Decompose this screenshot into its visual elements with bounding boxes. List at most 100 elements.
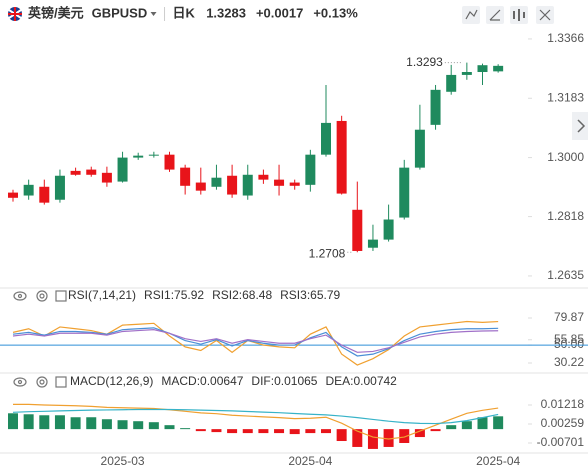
candle-body <box>86 169 97 175</box>
macd-bar <box>274 429 285 434</box>
candle-body <box>39 186 50 203</box>
macd-bar <box>399 429 410 443</box>
macd-bar <box>70 417 81 430</box>
candle-body <box>180 167 191 186</box>
price: 1.3283 <box>206 5 246 20</box>
candle-body <box>227 175 238 195</box>
y-tick-label: 1.3000 <box>547 150 584 164</box>
macd-bar <box>227 429 238 434</box>
candle-body <box>8 192 18 198</box>
macd-bar <box>321 429 331 434</box>
candle-body <box>461 72 472 75</box>
legend-label: MACD:0.00647 <box>161 374 243 388</box>
candle-body <box>54 175 65 200</box>
macd-bar <box>430 429 441 432</box>
candle-body <box>289 182 300 186</box>
macd-bar <box>195 429 206 432</box>
macd-bar <box>54 415 65 430</box>
y-tick-label: 1.3366 <box>547 31 584 45</box>
candle-body <box>399 167 410 218</box>
candle-body <box>321 122 331 155</box>
candle-body <box>493 65 504 72</box>
legend-label: DIF:0.01065 <box>251 374 317 388</box>
candle-body <box>211 177 222 187</box>
symbol: GBPUSD <box>92 5 148 20</box>
pair-name: 英镑/美元 <box>27 5 84 20</box>
macd-bar <box>39 415 50 430</box>
macd-bar <box>164 425 175 430</box>
rsi-line <box>12 320 499 366</box>
macd-bar <box>180 428 191 430</box>
candle-body <box>414 129 425 168</box>
candle-body <box>148 154 159 156</box>
macd-bar <box>477 417 488 430</box>
candle-body <box>70 170 81 175</box>
macd-bar <box>101 419 112 430</box>
macd-bar <box>446 425 457 430</box>
macd-bar <box>383 429 394 447</box>
rsi-line <box>12 327 499 357</box>
candle-body <box>430 89 441 125</box>
candle-body <box>446 74 457 92</box>
candle-body <box>367 239 378 248</box>
dropdown-caret[interactable] <box>150 12 157 16</box>
candle-body <box>305 154 316 185</box>
candle-body <box>477 65 488 73</box>
macd-bar <box>148 422 159 430</box>
macd-line <box>13 403 499 440</box>
macd-bar <box>86 417 97 430</box>
high-label: 1.3293 <box>406 55 443 69</box>
side-arrow[interactable] <box>572 112 588 140</box>
legend-label: RSI1:75.92 <box>144 288 204 302</box>
y-tick-label: 0.00259 <box>541 416 585 430</box>
candle-body <box>117 157 128 182</box>
change: +0.0017 <box>256 5 303 20</box>
macd-bar <box>258 429 269 434</box>
y-tick-label: 0.01218 <box>541 397 585 411</box>
legend-label: RSI2:68.48 <box>212 288 272 302</box>
candle-body <box>383 219 394 240</box>
y-tick-label: 1.3183 <box>547 90 584 104</box>
candle-body <box>242 174 253 196</box>
candle-body <box>274 179 285 186</box>
macd-bar <box>8 413 18 430</box>
indicator-title: RSI(7,14,21) <box>68 288 136 302</box>
candle-body <box>23 184 34 196</box>
period: 日K <box>173 5 196 20</box>
macd-bar <box>117 420 128 430</box>
macd-bar <box>133 421 144 430</box>
y-tick-label: 1.2635 <box>547 268 584 282</box>
low-label: 1.2708 <box>309 246 346 260</box>
macd-bar <box>242 429 253 434</box>
candle-body <box>352 209 363 251</box>
y-tick-label: 50.00 <box>554 337 584 351</box>
flag-icon <box>8 7 22 21</box>
macd-bar <box>461 421 472 430</box>
macd-bar <box>211 429 222 433</box>
indicator-icons[interactable] <box>13 290 67 388</box>
macd-bar <box>493 416 504 430</box>
y-tick-label: -0.00701 <box>537 435 585 449</box>
macd-bar <box>367 429 378 449</box>
candle-body <box>258 174 269 180</box>
macd-line <box>12 408 499 425</box>
toolbar-icons[interactable] <box>462 6 554 24</box>
macd-bar <box>336 429 347 442</box>
x-tick-label: 2025-04 <box>288 454 332 468</box>
legend-label: DEA:0.00742 <box>325 374 397 388</box>
y-tick-label: 30.22 <box>554 355 584 369</box>
macd-bar <box>23 414 34 430</box>
candle-body <box>195 182 206 191</box>
y-tick-label: 55.85 <box>554 332 584 346</box>
candle-body <box>133 155 144 158</box>
macd-bar <box>305 429 316 434</box>
change-pct: +0.13% <box>313 5 358 20</box>
legend-label: RSI3:65.79 <box>280 288 340 302</box>
rsi-line <box>12 329 499 353</box>
x-tick-label: 2025-03 <box>101 454 145 468</box>
x-tick-label: 2025-04 <box>476 454 520 468</box>
indicator-title: MACD(12,26,9) <box>70 374 153 388</box>
macd-bar <box>414 429 425 438</box>
